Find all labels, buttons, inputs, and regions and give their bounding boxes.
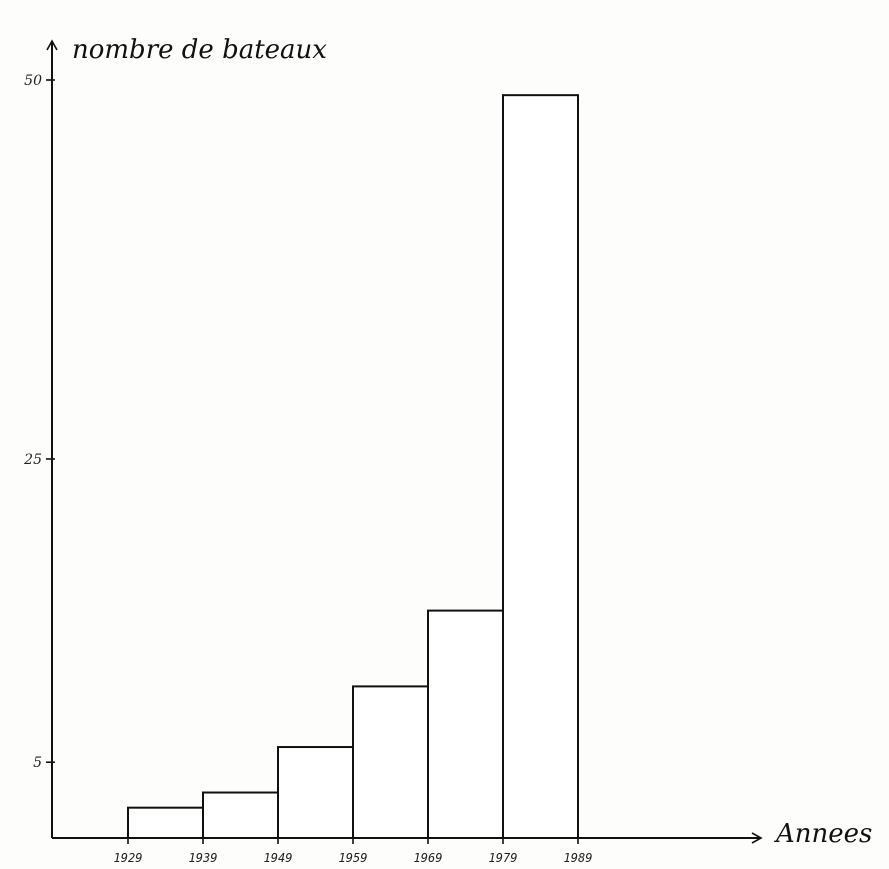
- x-tick-label: 1949: [264, 851, 293, 865]
- bar-1979: [502, 94, 579, 840]
- bar-1949: [277, 746, 354, 839]
- y-tick-label: 25: [23, 452, 42, 468]
- x-tick-label: 1969: [414, 851, 443, 865]
- bars-group: [127, 94, 579, 840]
- y-tick-label: 50: [24, 73, 42, 89]
- y-axis-title: nombre de bateaux: [72, 35, 327, 65]
- bar-1959: [352, 685, 429, 840]
- x-tick-label: 1989: [564, 851, 593, 865]
- x-ticks-group: 1929 1939 1949 1959 1969 1979 1989: [114, 838, 593, 865]
- bar-1969: [427, 609, 504, 839]
- x-tick-label: 1929: [114, 851, 143, 865]
- bar-1929: [127, 806, 204, 839]
- bar-1939: [202, 791, 279, 840]
- x-tick-label: 1959: [339, 851, 368, 865]
- x-tick-label: 1939: [189, 851, 218, 865]
- x-axis-title: Annees: [774, 819, 872, 849]
- x-tick-label: 1979: [489, 851, 518, 865]
- y-tick-label: 5: [33, 755, 42, 771]
- y-ticks-group: 5 25 50: [23, 73, 55, 771]
